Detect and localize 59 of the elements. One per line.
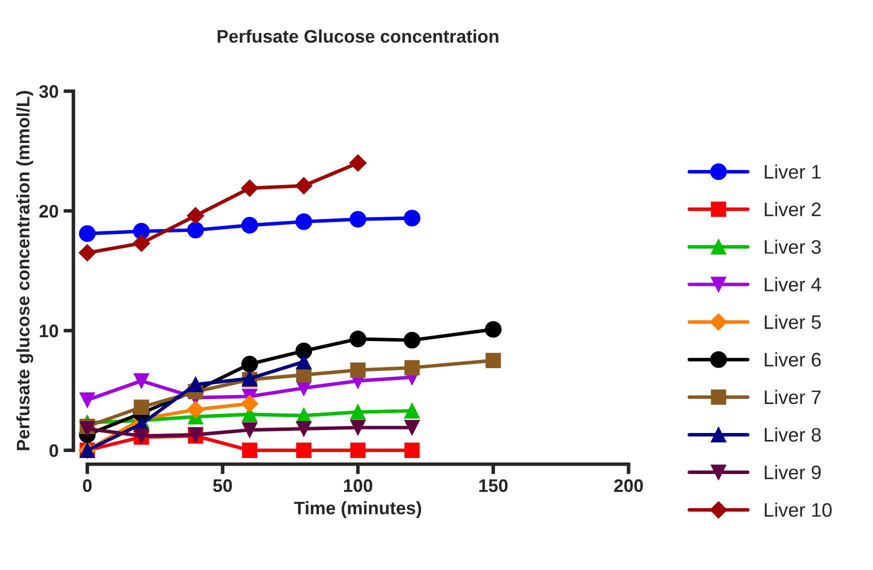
legend-label: Liver 8 [764, 427, 821, 442]
legend-label: Liver 6 [764, 352, 821, 367]
x-axis-title: Time (minutes) [294, 501, 422, 518]
point [404, 403, 420, 418]
x-tick-label: 0 [82, 479, 92, 492]
point [404, 360, 420, 376]
legend-label: Liver 2 [764, 202, 821, 216]
point [187, 207, 204, 224]
point [134, 400, 150, 415]
point [350, 210, 366, 228]
point [350, 330, 366, 348]
point [350, 362, 366, 378]
legend-label: Liver 3 [764, 240, 821, 254]
point [295, 213, 312, 230]
y-axis-title: Perfusate glucose concentration (mmol/L) [16, 91, 34, 450]
legend-label: Liver 10 [764, 502, 832, 517]
point [350, 404, 366, 420]
point [188, 376, 204, 392]
legend-label: Liver 1 [764, 164, 821, 179]
point [404, 210, 420, 226]
point [187, 401, 204, 418]
y-tick-label: 0 [50, 444, 58, 458]
point [404, 442, 420, 458]
point [486, 352, 501, 368]
point [241, 216, 258, 234]
x-tick-label: 50 [213, 479, 232, 492]
point [78, 225, 96, 242]
point [241, 180, 258, 197]
point [296, 442, 312, 458]
point [404, 420, 420, 436]
point [187, 222, 204, 238]
y-tick-label: 20 [39, 204, 58, 218]
point [78, 244, 96, 262]
legend-label: Liver 9 [764, 465, 821, 480]
y-tick-label: 30 [39, 85, 58, 98]
point [241, 356, 258, 372]
legend-label: Liver 4 [764, 277, 822, 292]
point [80, 392, 95, 408]
point [242, 422, 258, 438]
point [350, 420, 366, 436]
y-tick-label: 10 [40, 324, 58, 338]
point [295, 177, 312, 194]
point [242, 442, 258, 458]
legend-label: Liver 5 [764, 314, 821, 330]
point [296, 354, 312, 370]
point [295, 342, 312, 360]
legend-label: Liver 7 [764, 390, 821, 404]
point [134, 373, 150, 389]
x-tick-label: 150 [479, 479, 508, 492]
point [132, 234, 150, 252]
x-tick-label: 100 [344, 479, 372, 492]
chart-title: Perfusate Glucose concentration [218, 30, 498, 43]
point [404, 332, 420, 349]
point [350, 442, 366, 458]
point [296, 421, 312, 436]
point [349, 154, 366, 172]
x-tick-label: 200 [614, 479, 643, 492]
point [484, 321, 502, 338]
point [241, 395, 258, 412]
